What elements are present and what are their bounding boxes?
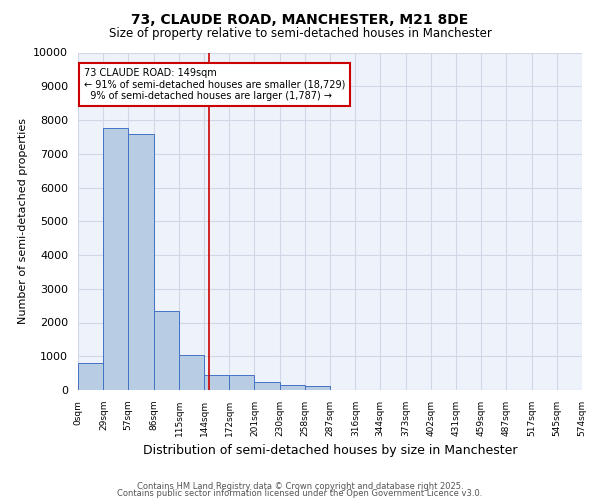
Bar — [179, 354, 205, 390]
Bar — [78, 363, 103, 390]
Text: Size of property relative to semi-detached houses in Manchester: Size of property relative to semi-detach… — [109, 28, 491, 40]
Bar — [103, 128, 128, 390]
Bar — [205, 375, 229, 390]
X-axis label: Distribution of semi-detached houses by size in Manchester: Distribution of semi-detached houses by … — [143, 444, 517, 458]
Bar — [280, 385, 305, 390]
Text: 73, CLAUDE ROAD, MANCHESTER, M21 8DE: 73, CLAUDE ROAD, MANCHESTER, M21 8DE — [131, 12, 469, 26]
Bar — [128, 134, 154, 390]
Y-axis label: Number of semi-detached properties: Number of semi-detached properties — [18, 118, 28, 324]
Text: Contains public sector information licensed under the Open Government Licence v3: Contains public sector information licen… — [118, 489, 482, 498]
Bar — [154, 310, 179, 390]
Bar — [305, 386, 330, 390]
Bar — [254, 382, 280, 390]
Text: Contains HM Land Registry data © Crown copyright and database right 2025.: Contains HM Land Registry data © Crown c… — [137, 482, 463, 491]
Bar — [229, 376, 254, 390]
Text: 73 CLAUDE ROAD: 149sqm
← 91% of semi-detached houses are smaller (18,729)
  9% o: 73 CLAUDE ROAD: 149sqm ← 91% of semi-det… — [84, 68, 346, 101]
